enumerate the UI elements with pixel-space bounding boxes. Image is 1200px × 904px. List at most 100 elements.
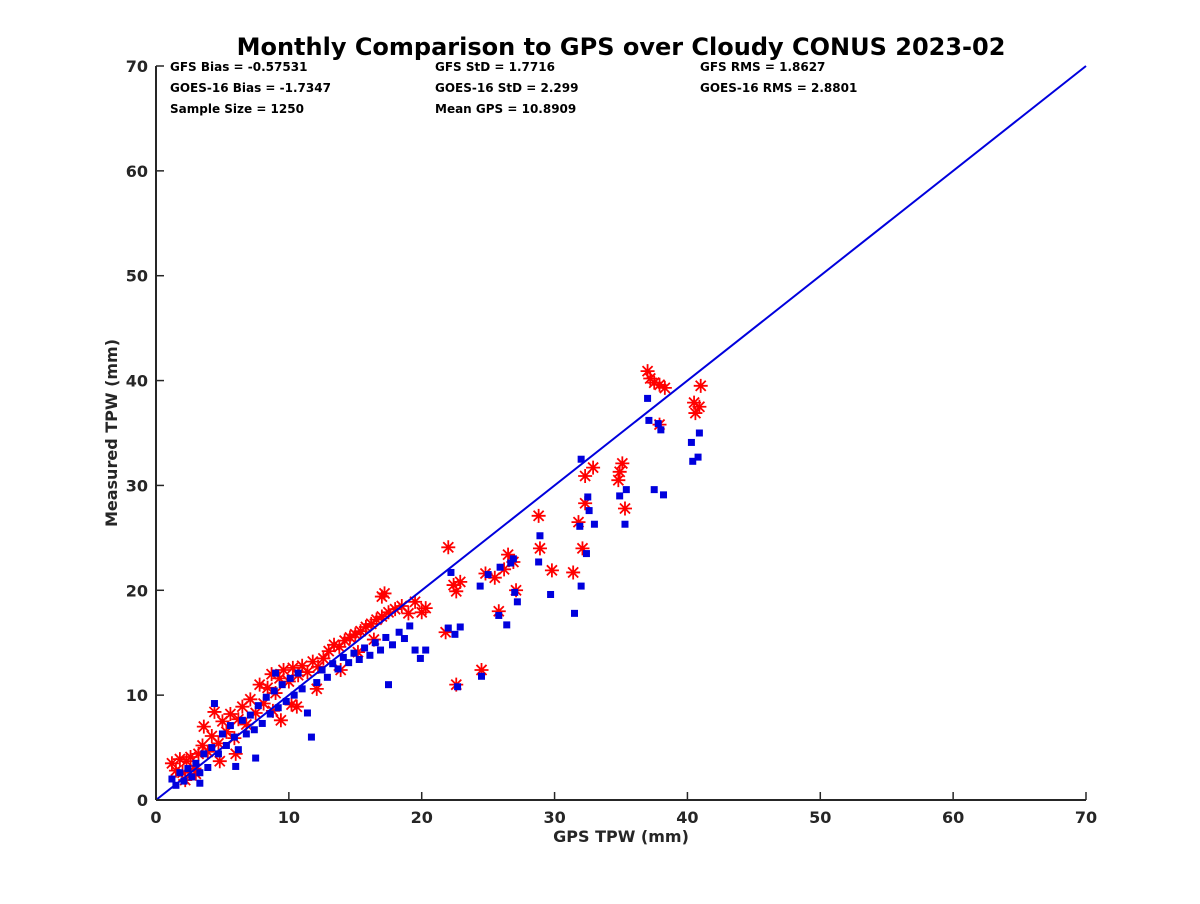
goes16-point <box>350 649 358 657</box>
gfs-point-asterisk <box>388 602 403 617</box>
x-tick-label: 0 <box>150 808 161 827</box>
goes16-point <box>192 759 200 767</box>
gfs-point <box>215 714 230 729</box>
gfs-point <box>256 696 271 711</box>
goes16-point <box>507 559 515 567</box>
gfs-point-asterisk <box>305 654 320 669</box>
gfs-point <box>332 639 347 654</box>
gfs-point <box>309 681 324 696</box>
gfs-point-asterisk <box>248 705 263 720</box>
statistics-panel: GFS Bias = -0.57531 GFS StD = 1.7716 GFS R… <box>170 60 857 116</box>
gfs-point-asterisk <box>578 468 593 483</box>
goes16-point <box>411 646 419 654</box>
goes16-point <box>382 633 390 641</box>
gfs-point-asterisk <box>617 501 632 516</box>
goes16-point <box>254 702 262 710</box>
goes16-point <box>196 769 204 777</box>
gfs-point <box>693 378 708 393</box>
gfs-point <box>532 541 547 556</box>
goes16-point <box>218 730 226 738</box>
goes16-point <box>226 722 234 730</box>
gfs-point-asterisk <box>688 406 703 421</box>
gfs-point-asterisk <box>374 609 389 624</box>
gfs-point-asterisk <box>449 584 464 599</box>
gfs-point <box>388 602 403 617</box>
y-axis-ticks: 0 10 20 30 40 50 60 70 <box>126 57 164 810</box>
gfs-point <box>612 464 627 479</box>
gfs-point <box>211 736 226 751</box>
x-axis-label: GPS TPW (mm) <box>553 827 689 846</box>
gfs-point <box>305 654 320 669</box>
goes16-point <box>258 719 266 727</box>
gfs-point <box>337 633 352 648</box>
x-tick-label: 40 <box>676 808 698 827</box>
goes16-point <box>329 660 337 668</box>
gfs-point-asterisk <box>276 662 291 677</box>
gfs-point-asterisk <box>441 540 456 555</box>
gfs-point-asterisk <box>453 574 468 589</box>
gfs-point <box>418 601 433 616</box>
gfs-point-asterisk <box>647 375 662 390</box>
goes16-point <box>657 426 665 434</box>
gfs-point-asterisk <box>289 699 304 714</box>
goes16-point <box>355 655 363 663</box>
gfs-point <box>578 468 593 483</box>
gfs-point-asterisk <box>531 508 546 523</box>
goes16-point <box>252 754 260 762</box>
gfs-point-asterisk <box>235 699 250 714</box>
gfs-point-asterisk <box>446 578 461 593</box>
gfs-point <box>566 565 581 580</box>
goes16-point <box>576 522 584 530</box>
gfs-point-asterisk <box>497 562 512 577</box>
gfs-point-asterisk <box>300 665 315 680</box>
gfs-point <box>183 750 198 765</box>
goes16-point <box>361 644 369 652</box>
gfs-point-asterisk <box>200 744 215 759</box>
y-tick-label: 10 <box>126 686 148 705</box>
gfs-point-asterisk <box>309 681 324 696</box>
goes16-point <box>270 687 278 695</box>
gfs-point-asterisk <box>168 763 183 778</box>
stat-text: Mean GPS = 10.8909 <box>435 102 576 116</box>
goes16-point <box>622 486 630 494</box>
gfs-point-asterisk <box>332 639 347 654</box>
gfs-point <box>311 659 326 674</box>
gfs-point <box>497 562 512 577</box>
gfs-point-asterisk <box>285 660 300 675</box>
y-tick-label: 30 <box>126 476 148 495</box>
gfs-point-asterisk <box>612 464 627 479</box>
gfs-point <box>441 540 456 555</box>
goes16-point <box>303 709 311 717</box>
gfs-point <box>252 677 267 692</box>
gfs-point <box>195 738 210 753</box>
gfs-point-asterisk <box>295 658 310 673</box>
gfs-point <box>657 380 672 395</box>
goes16-point <box>307 733 315 741</box>
gfs-point <box>243 692 258 707</box>
goes16-point <box>313 679 321 687</box>
gfs-point <box>188 766 203 781</box>
gfs-point <box>239 717 254 732</box>
goes16-point <box>272 669 280 677</box>
goes16-point <box>238 716 246 724</box>
goes16-point <box>645 416 653 424</box>
gfs-point <box>228 746 243 761</box>
gfs-point-asterisk <box>321 644 336 659</box>
gfs-point <box>289 699 304 714</box>
goes16-point <box>278 681 286 689</box>
goes16-point <box>454 683 462 691</box>
gfs-point-asterisk <box>350 645 365 660</box>
goes16-point <box>334 665 342 673</box>
x-tick-label: 70 <box>1075 808 1097 827</box>
gfs-point <box>652 377 667 392</box>
gfs-point <box>207 704 222 719</box>
goes16-point <box>250 726 258 734</box>
gfs-point-asterisk <box>571 515 586 530</box>
gfs-point <box>219 724 234 739</box>
gfs-point-asterisk <box>264 667 279 682</box>
gfs-point-asterisk <box>401 606 416 621</box>
goes16-point <box>294 669 302 677</box>
goes16-point <box>571 609 578 617</box>
gfs-point-asterisk <box>252 677 267 692</box>
